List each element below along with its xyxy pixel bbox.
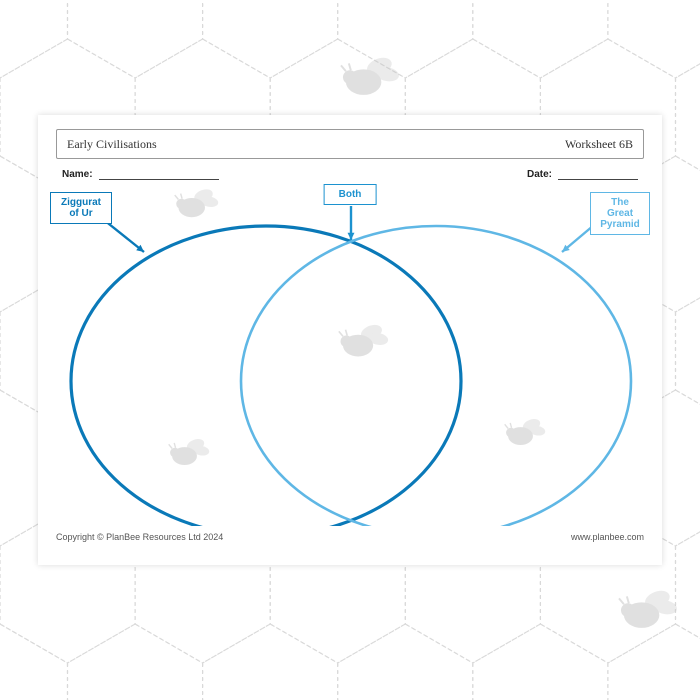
- name-label: Name:: [62, 169, 93, 180]
- name-line: [99, 170, 219, 180]
- footer: Copyright © PlanBee Resources Ltd 2024 w…: [56, 532, 644, 542]
- worksheet-card: Early Civilisations Worksheet 6B Name: D…: [38, 115, 662, 565]
- watermark-bee-icon: [618, 585, 681, 640]
- watermark-bee-icon: [338, 320, 392, 368]
- title-bar: Early Civilisations Worksheet 6B: [56, 129, 644, 159]
- watermark-bee-icon: [168, 435, 212, 475]
- website-text: www.planbee.com: [571, 532, 644, 542]
- date-line: [558, 170, 638, 180]
- name-field: Name:: [62, 169, 219, 180]
- date-field: Date:: [527, 169, 638, 180]
- copyright-text: Copyright © PlanBee Resources Ltd 2024: [56, 532, 223, 542]
- topic-title: Early Civilisations: [67, 137, 157, 152]
- venn-label-both: Both: [324, 184, 377, 205]
- name-date-row: Name: Date:: [56, 169, 644, 180]
- watermark-bee-icon: [504, 415, 548, 455]
- venn-label-right: The Great Pyramid: [590, 192, 650, 235]
- date-label: Date:: [527, 169, 552, 180]
- worksheet-number: Worksheet 6B: [565, 137, 633, 152]
- watermark-bee-icon: [174, 185, 221, 228]
- venn-label-left: Ziggurat of Ur: [50, 192, 112, 224]
- watermark-bee-icon: [340, 52, 403, 107]
